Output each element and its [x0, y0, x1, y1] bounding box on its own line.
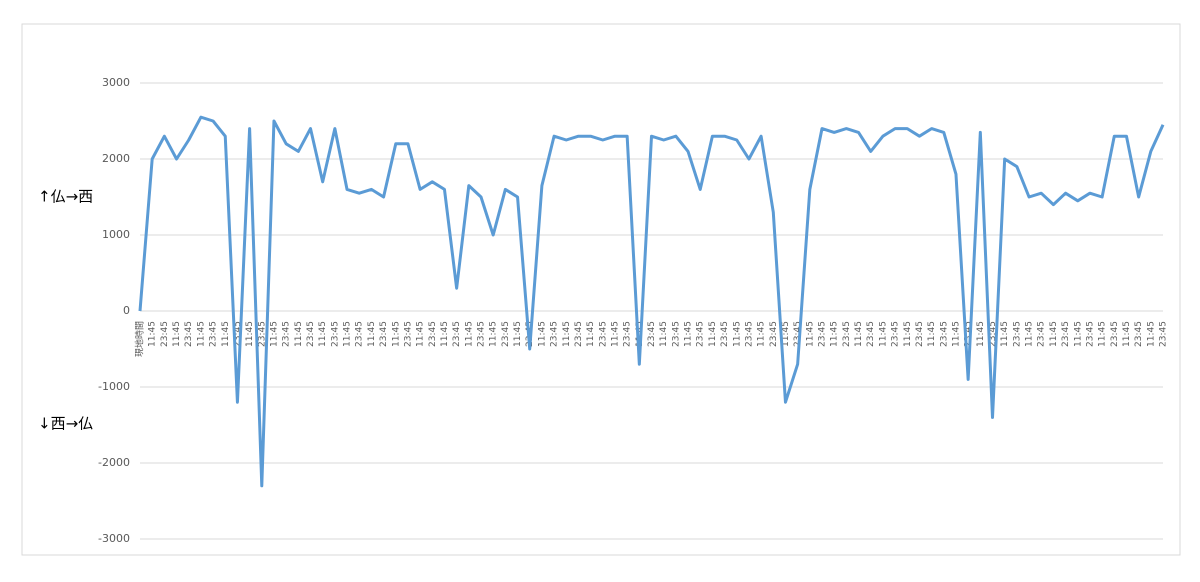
x-tick-label: 23:45 — [793, 321, 803, 347]
x-tick-label: 11:45 — [562, 321, 572, 347]
x-tick-label: 11:45 — [416, 321, 426, 347]
y-tick-label: -1000 — [98, 380, 130, 393]
x-tick-label: 23:45 — [671, 321, 681, 347]
x-tick-label: 11:45 — [1122, 321, 1132, 347]
x-tick-label: 現地時間 — [134, 321, 146, 357]
x-tick-label: 11:45 — [1073, 321, 1083, 347]
y-tick-label: 3000 — [102, 76, 130, 89]
x-tick-label: 23:45 — [403, 321, 413, 347]
x-tick-label: 11:45 — [610, 321, 620, 347]
x-tick-label: 11:45 — [464, 321, 474, 347]
x-tick-label: 23:45 — [160, 321, 170, 347]
x-tick-label: 23:45 — [964, 321, 974, 347]
x-tick-label: 23:45 — [939, 321, 949, 347]
x-tick-label: 23:45 — [1110, 321, 1120, 347]
x-tick-label: 11:45 — [343, 321, 353, 347]
x-tick-label: 23:45 — [330, 321, 340, 347]
x-tick-label: 23:45 — [355, 321, 365, 347]
x-tick-label: 11:45 — [196, 321, 206, 347]
x-tick-label: 23:45 — [915, 321, 925, 347]
x-tick-label: 11:45 — [732, 321, 742, 347]
x-tick-label: 23:45 — [988, 321, 998, 347]
x-tick-label: 23:45 — [1012, 321, 1022, 347]
x-tick-label: 11:45 — [1146, 321, 1156, 347]
x-tick-label: 11:45 — [805, 321, 815, 347]
x-tick-label: 11:45 — [830, 321, 840, 347]
annotation: ↓西→仏 — [38, 415, 93, 433]
y-tick-label: 2000 — [102, 152, 130, 165]
x-tick-label: 23:45 — [891, 321, 901, 347]
x-tick-label: 23:45 — [842, 321, 852, 347]
chart-frame — [21, 23, 1181, 556]
x-tick-label: 11:45 — [318, 321, 328, 347]
x-tick-label: 23:45 — [477, 321, 487, 347]
x-tick-label: 23:45 — [744, 321, 754, 347]
x-tick-label: 23:45 — [598, 321, 608, 347]
x-tick-label: 23:45 — [574, 321, 584, 347]
x-tick-label: 23:45 — [623, 321, 633, 347]
x-tick-label: 23:45 — [184, 321, 194, 347]
x-tick-label: 11:45 — [1098, 321, 1108, 347]
y-tick-label: 0 — [123, 304, 130, 317]
x-tick-label: 23:45 — [720, 321, 730, 347]
x-tick-label: 11:45 — [659, 321, 669, 347]
x-tick-label: 23:45 — [452, 321, 462, 347]
x-tick-label: 23:45 — [866, 321, 876, 347]
x-tick-label: 11:45 — [684, 321, 694, 347]
x-tick-label: 11:45 — [221, 321, 231, 347]
annotation: ↑仏→西 — [38, 188, 93, 206]
x-tick-label: 23:45 — [282, 321, 292, 347]
x-tick-label: 23:45 — [1061, 321, 1071, 347]
x-tick-label: 23:45 — [257, 321, 267, 347]
x-tick-label: 11:45 — [708, 321, 718, 347]
x-tick-label: 23:45 — [696, 321, 706, 347]
y-tick-label: -3000 — [98, 532, 130, 545]
x-tick-label: 23:45 — [501, 321, 511, 347]
x-tick-label: 11:45 — [367, 321, 377, 347]
x-tick-label: 11:45 — [440, 321, 450, 347]
x-tick-label: 11:45 — [976, 321, 986, 347]
x-tick-label: 23:45 — [379, 321, 389, 347]
x-tick-label: 11:45 — [951, 321, 961, 347]
x-tick-label: 23:45 — [1159, 321, 1169, 347]
x-tick-label: 11:45 — [294, 321, 304, 347]
x-tick-label: 11:45 — [903, 321, 913, 347]
x-tick-label: 11:45 — [537, 321, 547, 347]
x-tick-label: 23:45 — [1037, 321, 1047, 347]
x-tick-label: 23:45 — [306, 321, 316, 347]
x-tick-label: 11:45 — [586, 321, 596, 347]
x-tick-label: 23:45 — [233, 321, 243, 347]
x-tick-label: 11:45 — [1000, 321, 1010, 347]
x-tick-label: 11:45 — [878, 321, 888, 347]
x-tick-label: 23:45 — [550, 321, 560, 347]
x-tick-label: 23:45 — [769, 321, 779, 347]
x-tick-label: 23:45 — [647, 321, 657, 347]
x-tick-label: 11:45 — [854, 321, 864, 347]
line-series — [138, 115, 1165, 488]
y-tick-label: -2000 — [98, 456, 130, 469]
x-tick-label: 23:45 — [818, 321, 828, 347]
x-tick-label: 11:45 — [172, 321, 182, 347]
x-tick-label: 23:45 — [209, 321, 219, 347]
x-tick-label: 23:45 — [428, 321, 438, 347]
x-tick-label: 11:45 — [148, 321, 158, 347]
y-tick-label: 1000 — [102, 228, 130, 241]
x-tick-label: 11:45 — [927, 321, 937, 347]
x-tick-label: 11:45 — [513, 321, 523, 347]
x-tick-label: 11:45 — [1049, 321, 1059, 347]
x-tick-label: 23:45 — [1085, 321, 1095, 347]
x-tick-label: 11:45 — [489, 321, 499, 347]
x-tick-label: 11:45 — [781, 321, 791, 347]
x-tick-label: 11:45 — [245, 321, 255, 347]
x-tick-label: 11:45 — [757, 321, 767, 347]
x-tick-label: 23:45 — [1134, 321, 1144, 347]
x-tick-label: 11:45 — [391, 321, 401, 347]
x-tick-label: 11:45 — [269, 321, 279, 347]
x-tick-label: 11:45 — [1025, 321, 1035, 347]
